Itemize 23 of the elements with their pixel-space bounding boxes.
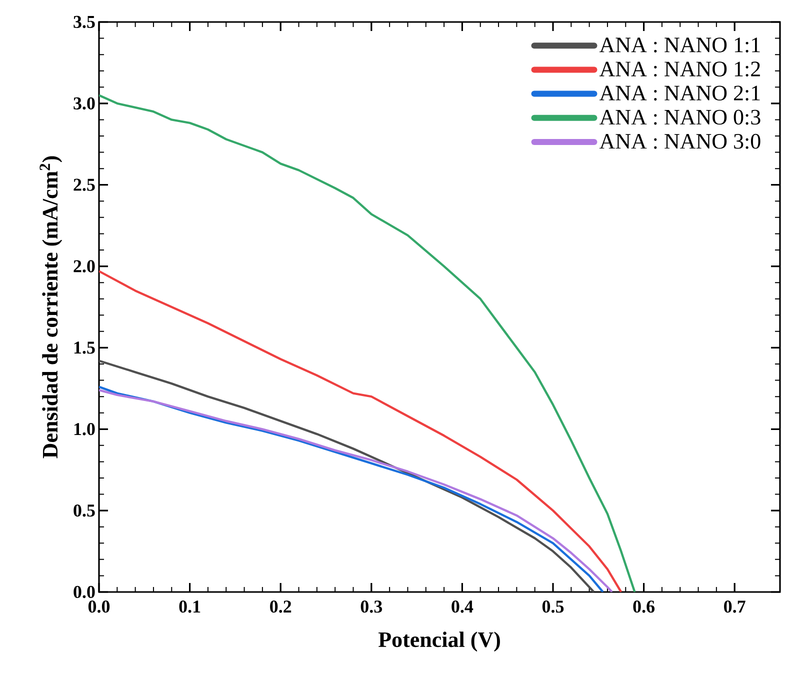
legend-label: ANA : NANO 1:2 bbox=[599, 62, 760, 77]
x-tick-label: 0.7 bbox=[724, 600, 746, 613]
y-tick-label: 1.0 bbox=[74, 423, 95, 436]
y-tick-label: 0.0 bbox=[74, 586, 95, 598]
y-tick-label: 3.0 bbox=[74, 97, 95, 110]
y-tick-label: 2.5 bbox=[74, 178, 95, 191]
x-axis-title: Potencial (V) bbox=[378, 632, 500, 652]
legend-label: ANA : NANO 2:1 bbox=[599, 86, 760, 101]
x-tick-label: 0.4 bbox=[452, 600, 474, 613]
y-tick-label: 0.5 bbox=[74, 504, 95, 517]
legend-label: ANA : NANO 3:0 bbox=[599, 134, 760, 149]
y-tick-label: 3.5 bbox=[74, 16, 95, 28]
y-tick-label: 1.5 bbox=[74, 342, 95, 354]
y-axis-title: Densidad de corriente (mA/cm$^{2}$) bbox=[40, 156, 62, 458]
y-tick-label: 2.0 bbox=[74, 260, 95, 272]
legend-label: ANA : NANO 0:3 bbox=[599, 110, 760, 125]
x-tick-label: 0.0 bbox=[88, 600, 110, 613]
x-tick-label: 0.3 bbox=[360, 600, 382, 613]
x-tick-label: 0.5 bbox=[542, 600, 564, 613]
x-tick-label: 0.2 bbox=[270, 600, 292, 613]
legend-label: ANA : NANO 1:1 bbox=[599, 38, 760, 52]
x-tick-label: 0.1 bbox=[179, 600, 200, 613]
x-tick-label: 0.6 bbox=[633, 600, 655, 613]
